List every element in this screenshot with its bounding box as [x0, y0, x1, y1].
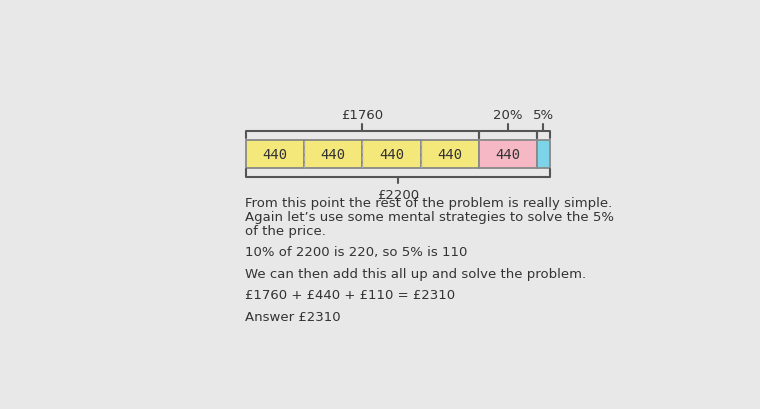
Text: From this point the rest of the problem is really simple.: From this point the rest of the problem …	[245, 197, 612, 209]
Text: 10% of 2200 is 220, so 5% is 110: 10% of 2200 is 220, so 5% is 110	[245, 246, 467, 258]
Text: 440: 440	[495, 147, 521, 161]
Text: 5%: 5%	[533, 108, 554, 121]
Text: £2200: £2200	[377, 188, 419, 201]
Text: £1760: £1760	[341, 108, 384, 121]
Bar	[363, 140, 420, 168]
Text: 440: 440	[379, 147, 404, 161]
Text: Again let’s use some mental strategies to solve the 5%: Again let’s use some mental strategies t…	[245, 210, 613, 223]
Text: 440: 440	[321, 147, 346, 161]
Text: 20%: 20%	[493, 108, 522, 121]
Text: Answer £2310: Answer £2310	[245, 310, 340, 323]
Bar	[479, 140, 537, 168]
Text: of the price.: of the price.	[245, 224, 325, 237]
Bar	[304, 140, 363, 168]
Text: 440: 440	[437, 147, 462, 161]
Text: £1760 + £440 + £110 = £2310: £1760 + £440 + £110 = £2310	[245, 289, 454, 302]
Bar	[246, 140, 304, 168]
Text: We can then add this all up and solve the problem.: We can then add this all up and solve th…	[245, 267, 586, 280]
Text: 440: 440	[263, 147, 288, 161]
Bar	[537, 140, 549, 168]
Bar	[420, 140, 479, 168]
